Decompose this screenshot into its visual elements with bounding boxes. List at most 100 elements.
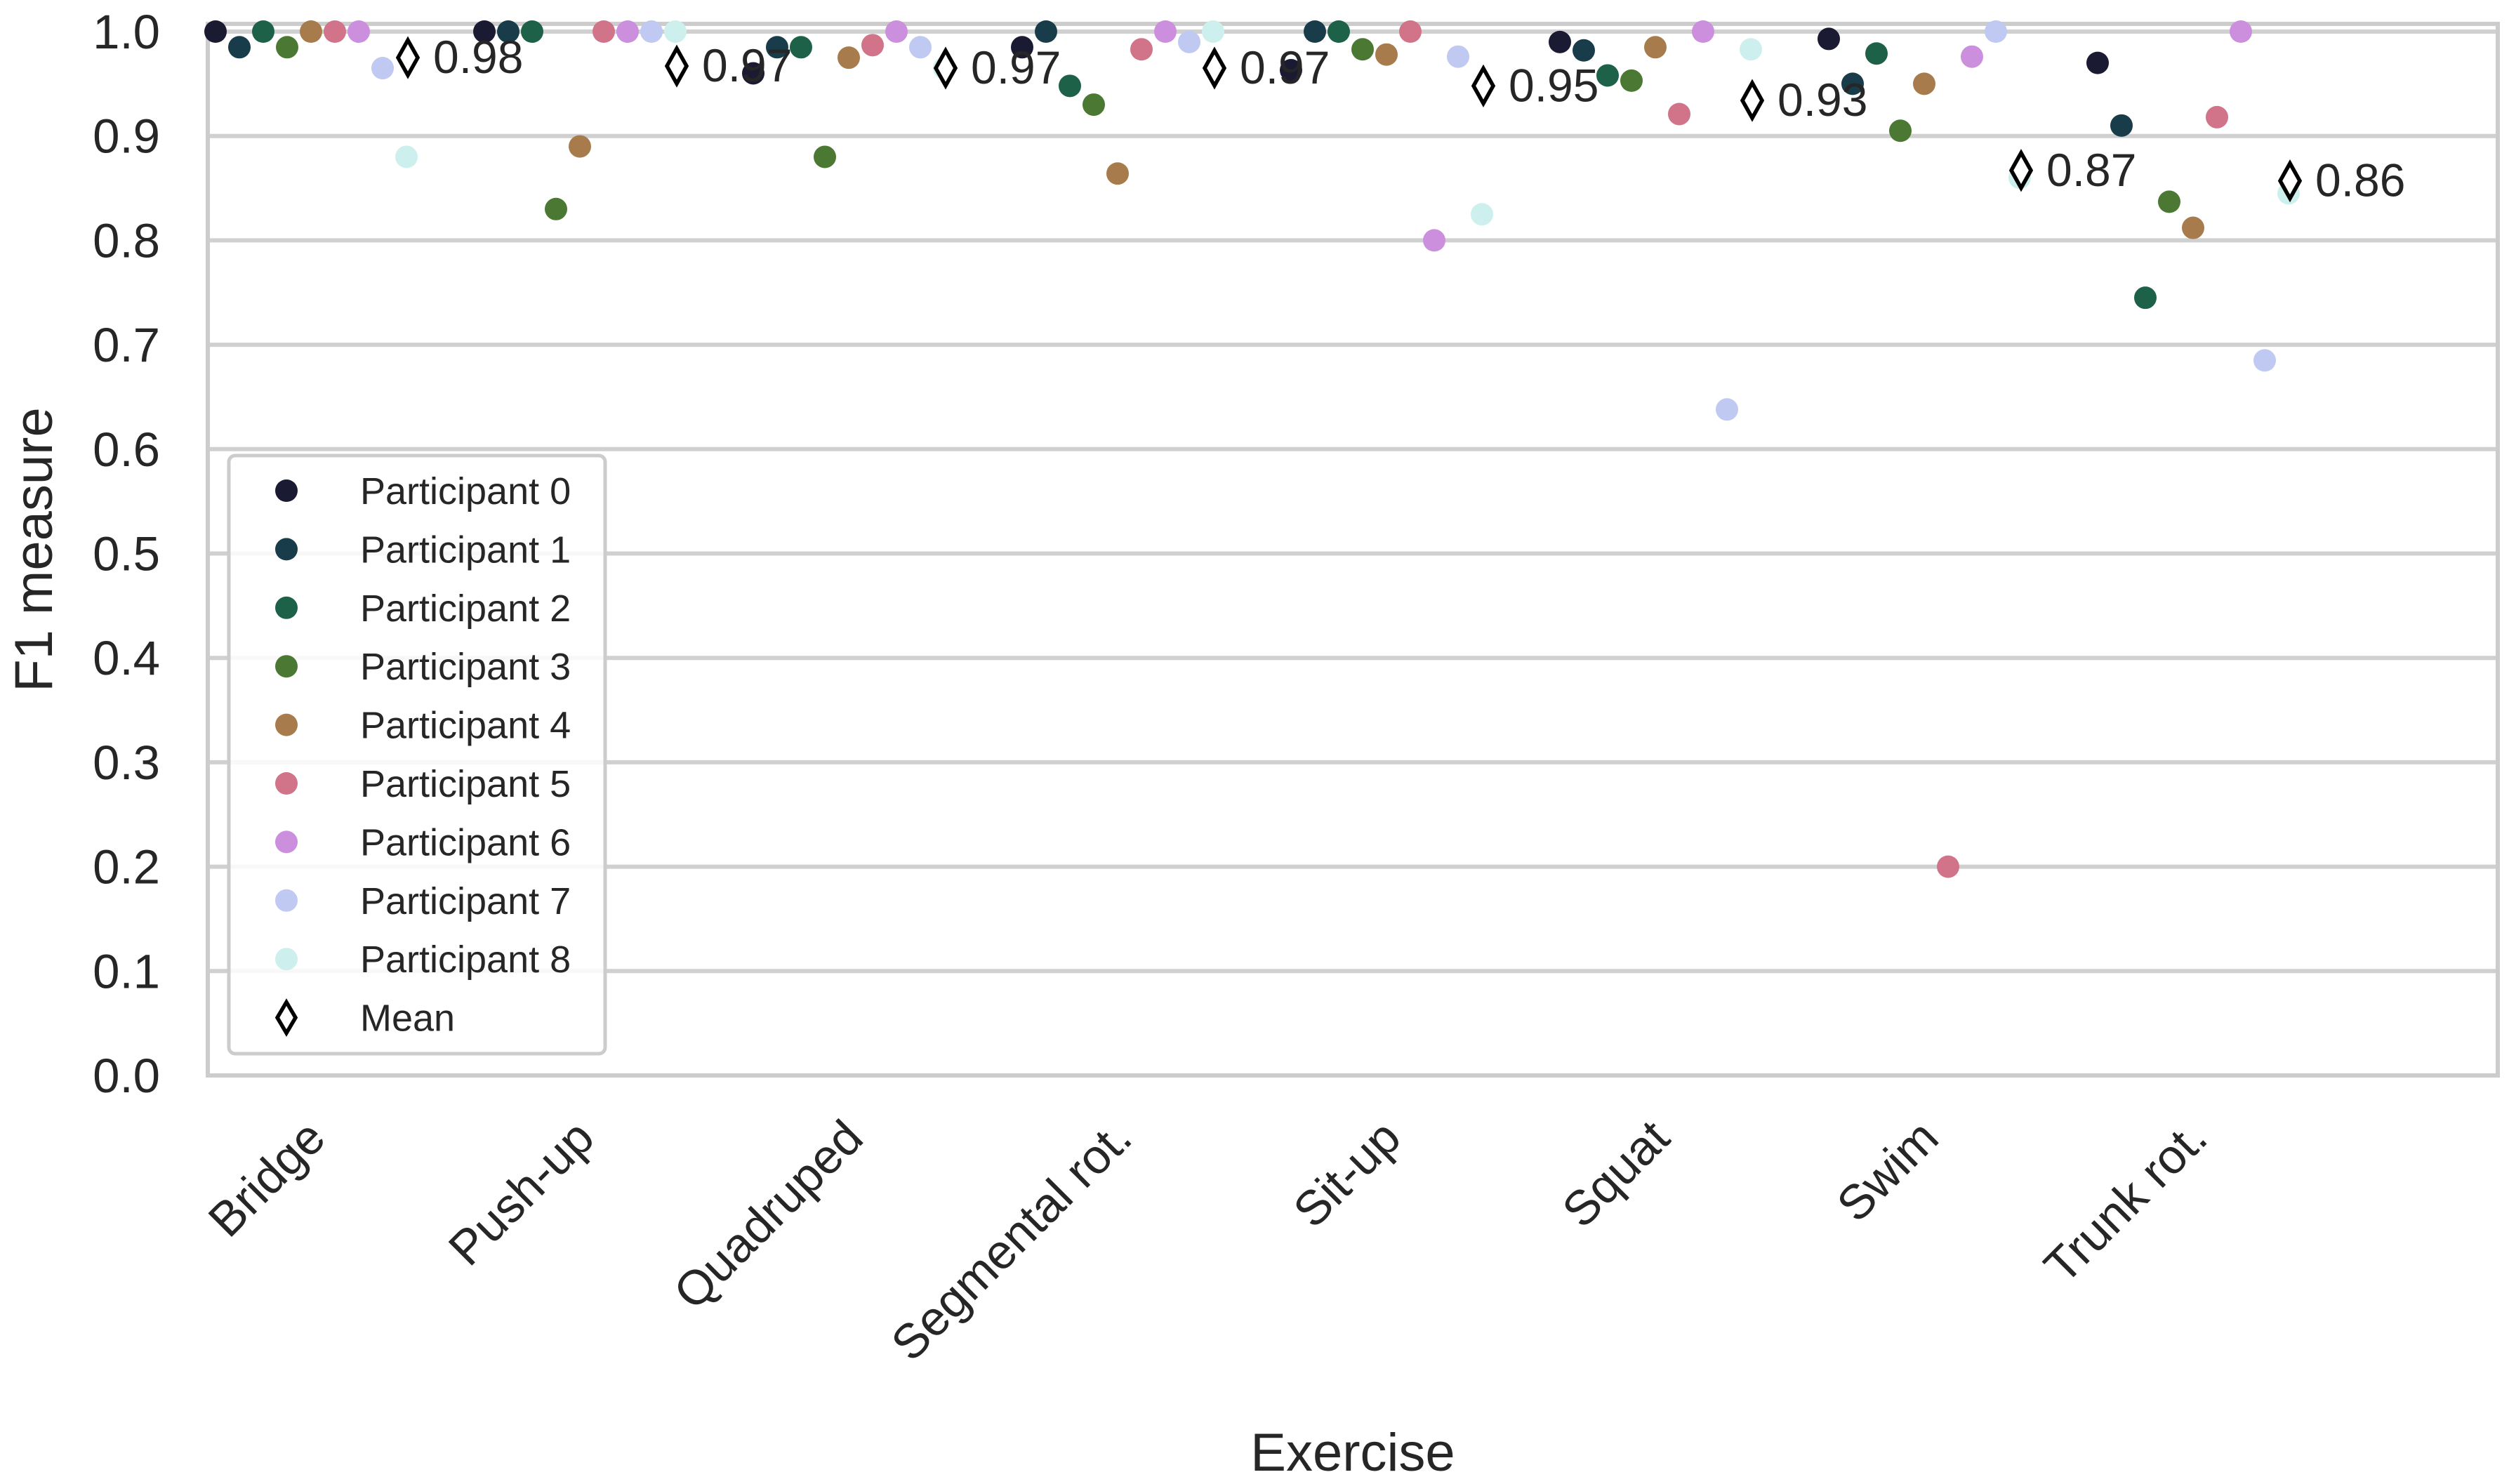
y-tick-label: 1.0 bbox=[93, 5, 160, 59]
point-participant-4 bbox=[1106, 162, 1129, 185]
legend-label: Participant 7 bbox=[360, 880, 571, 922]
point-participant-7 bbox=[1447, 45, 1469, 68]
point-participant-6 bbox=[2230, 20, 2252, 43]
x-tick-label: Push-up bbox=[438, 1110, 604, 1276]
legend-marker-mean bbox=[274, 998, 298, 1038]
point-participant-3 bbox=[1083, 93, 1105, 117]
point-participant-2 bbox=[252, 20, 274, 43]
legend-label: Participant 6 bbox=[360, 821, 571, 863]
point-participant-2 bbox=[1865, 42, 1888, 65]
point-participant-4 bbox=[1375, 43, 1398, 66]
point-participant-8 bbox=[1471, 203, 1493, 226]
y-tick-label: 0.2 bbox=[93, 840, 160, 894]
legend-label: Participant 3 bbox=[360, 646, 571, 688]
point-participant-4 bbox=[569, 135, 591, 158]
point-participant-8 bbox=[1202, 20, 1224, 43]
point-participant-2 bbox=[790, 36, 812, 59]
point-participant-0 bbox=[1818, 27, 1840, 51]
legend-label: Participant 0 bbox=[360, 470, 571, 512]
x-tick-label: Swim bbox=[1827, 1110, 1949, 1232]
x-axis-title: Exercise bbox=[1250, 1423, 1455, 1483]
y-tick-label: 0.3 bbox=[93, 736, 160, 790]
point-participant-3 bbox=[545, 197, 567, 220]
point-participant-4 bbox=[1644, 36, 1667, 59]
point-participant-7 bbox=[640, 20, 663, 43]
point-participant-4 bbox=[838, 46, 860, 69]
point-participant-6 bbox=[885, 20, 908, 43]
point-participant-0 bbox=[1011, 36, 1033, 59]
point-participant-3 bbox=[2158, 190, 2180, 213]
mean-label: 0.93 bbox=[1778, 74, 1867, 126]
point-participant-1 bbox=[2110, 114, 2133, 137]
legend-marker-participant-3 bbox=[275, 655, 298, 678]
y-tick-label: 0.6 bbox=[93, 423, 160, 477]
point-participant-7 bbox=[1985, 20, 2007, 43]
y-tick-label: 0.1 bbox=[93, 944, 160, 998]
x-tick-label: Quadruped bbox=[663, 1110, 873, 1320]
point-participant-4 bbox=[1913, 72, 1935, 95]
legend-marker-participant-0 bbox=[275, 479, 298, 502]
legend: Participant 0 Participant 1 Participant 2 P… bbox=[227, 453, 607, 1056]
point-participant-0 bbox=[204, 20, 227, 43]
point-participant-1 bbox=[497, 20, 519, 43]
point-participant-0 bbox=[742, 62, 764, 85]
point-participant-7 bbox=[371, 57, 394, 80]
mean-label: 0.87 bbox=[2046, 144, 2136, 196]
point-participant-5 bbox=[1937, 855, 1959, 878]
point-participant-0 bbox=[2086, 51, 2109, 74]
point-participant-5 bbox=[1130, 38, 1153, 61]
y-tick-labels: 0.0 0.1 0.2 0.3 0.4 0.5 0.6 0.7 0.8 0.9 1.0 bbox=[93, 5, 160, 1103]
point-participant-5 bbox=[1399, 20, 1422, 43]
mean-marker bbox=[2277, 159, 2303, 203]
x-tick-label: Sit-up bbox=[1283, 1110, 1411, 1238]
point-participant-7 bbox=[1178, 30, 1200, 53]
point-participant-6 bbox=[347, 20, 370, 43]
y-tick-label: 0.9 bbox=[93, 110, 160, 164]
point-participant-3 bbox=[276, 36, 298, 59]
x-tick-label: Trunk rot. bbox=[2034, 1110, 2217, 1293]
point-participant-2 bbox=[1596, 64, 1619, 87]
point-participant-5 bbox=[324, 20, 346, 43]
mean-label: 0.97 bbox=[971, 41, 1061, 93]
point-participant-6 bbox=[1692, 20, 1714, 43]
y-tick-label: 0.7 bbox=[93, 318, 160, 372]
legend-marker-participant-6 bbox=[275, 830, 298, 854]
mean-label: 0.95 bbox=[1509, 59, 1598, 111]
point-participant-5 bbox=[1668, 102, 1690, 126]
legend-label: Participant 1 bbox=[360, 529, 571, 571]
y-tick-label: 0.8 bbox=[93, 213, 160, 267]
legend-label: Participant 4 bbox=[360, 705, 571, 747]
mean-label: 0.97 bbox=[1240, 41, 1330, 93]
legend-label: Participant 5 bbox=[360, 763, 571, 805]
plot-frame bbox=[206, 22, 2500, 1078]
point-participant-3 bbox=[814, 145, 836, 168]
point-participant-1 bbox=[1035, 20, 1057, 43]
point-participant-2 bbox=[521, 20, 543, 43]
legend-label: Participant 2 bbox=[360, 588, 571, 630]
legend-label: Mean bbox=[360, 998, 455, 1040]
legend-marker-participant-5 bbox=[275, 772, 298, 795]
mean-marker bbox=[395, 36, 421, 79]
mean-label: 0.97 bbox=[702, 39, 792, 91]
point-participant-4 bbox=[300, 20, 322, 43]
point-participant-1 bbox=[1573, 39, 1595, 62]
point-participant-6 bbox=[1423, 229, 1445, 252]
point-participant-0 bbox=[1280, 59, 1302, 82]
mean-label: 0.98 bbox=[433, 31, 523, 83]
point-participant-5 bbox=[2206, 105, 2228, 128]
x-tick-label: Squat bbox=[1552, 1110, 1680, 1238]
x-tick-label: Segmental rot. bbox=[881, 1110, 1142, 1371]
point-participant-1 bbox=[1304, 20, 1326, 43]
point-participant-8 bbox=[664, 20, 687, 43]
point-participant-8 bbox=[395, 145, 418, 168]
point-participant-1 bbox=[1841, 72, 1864, 95]
y-tick-label: 0.4 bbox=[93, 631, 160, 685]
mean-label: 0.86 bbox=[2315, 154, 2405, 206]
point-participant-3 bbox=[1351, 38, 1374, 61]
point-participant-1 bbox=[228, 36, 251, 59]
y-tick-label: 0.0 bbox=[93, 1049, 160, 1103]
point-participant-0 bbox=[473, 20, 496, 43]
point-participant-6 bbox=[616, 20, 639, 43]
